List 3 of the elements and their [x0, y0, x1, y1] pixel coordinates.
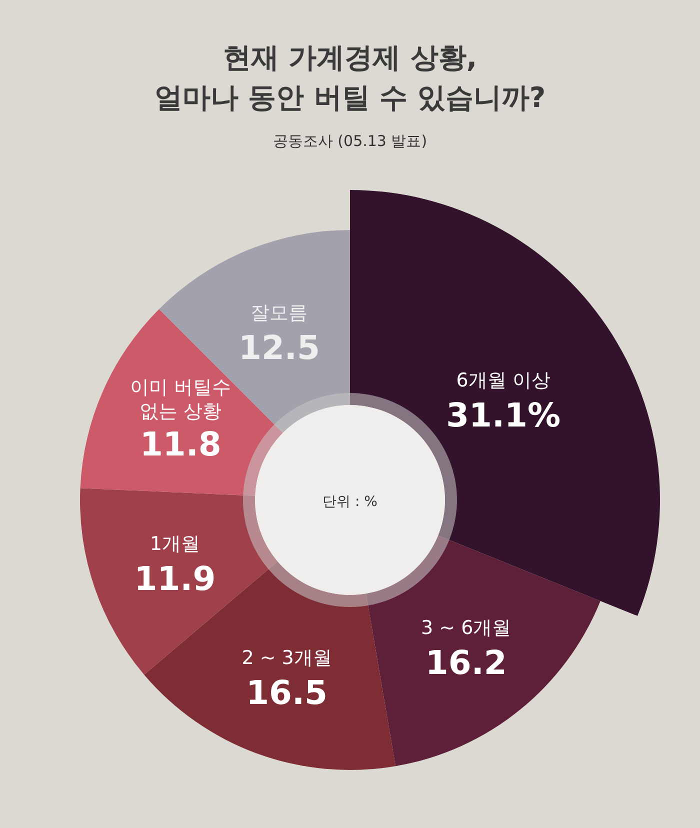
text: 단위 : %	[322, 494, 378, 510]
chart-title: 현재 가계경제 상황, 얼마나 동안 버틸 수 있습니까?	[153, 40, 547, 116]
chart-subtitle: 공동조사 (05.13 발표)	[272, 132, 428, 151]
